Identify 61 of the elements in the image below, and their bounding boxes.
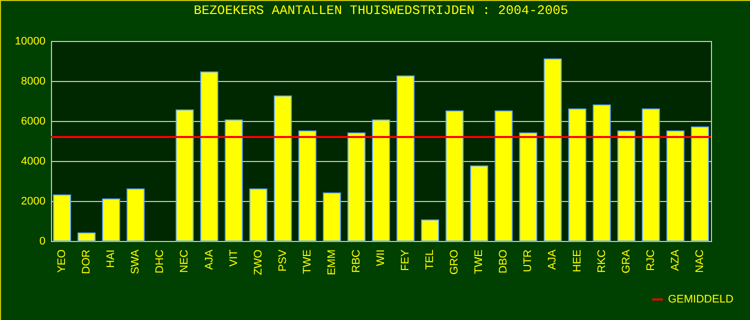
bar [690,126,709,242]
x-tick-label: WII [375,250,387,266]
bar [544,58,562,242]
x-tick-label: HAI [105,250,118,268]
bar [249,188,268,242]
bar [519,132,538,242]
bar [666,130,684,242]
legend-label: GEMIDDELD [668,294,734,306]
bar [78,232,96,242]
chart-title: BEZOEKERS AANTALLEN THUISWEDSTRIJDEN : 2004-2005 [194,3,568,18]
x-tick-label: NEC [178,249,191,273]
bar [592,104,611,242]
x-tick-label: DHC [154,249,166,274]
bar [102,198,120,242]
bar [568,108,586,242]
bar [470,166,488,242]
x-tick-label: GRO [448,249,461,275]
bar [494,110,513,242]
bar [298,130,316,242]
x-tick-label: RJC [644,249,657,271]
x-tick-label: VIT [228,249,240,267]
y-tick-label: 6000 [21,116,46,128]
bar [347,132,366,242]
x-tick-label: AJA [203,248,216,270]
bar [200,72,218,242]
x-tick-label: AZA [669,248,682,271]
x-tick-label: UTR [522,249,534,272]
x-tick-label: HEE [571,250,584,272]
bar [176,110,194,242]
x-tick-label: ZWO [252,249,264,276]
x-tick-label: PSV [276,248,289,272]
x-tick-label: AJA [546,248,559,270]
y-tick-label: 2000 [21,196,46,208]
x-tick-label: FEY [400,248,412,271]
bar [396,76,415,242]
x-tick-label: DOR [80,249,93,274]
x-tick-label: YEO [56,249,68,273]
bar [372,120,390,242]
x-tick-label: TWE [473,250,486,274]
x-tick-label: TWE [301,250,314,274]
x-tick-label: RKC [596,249,608,273]
y-tick-label: 4000 [21,156,46,168]
bar [274,96,292,242]
bar [53,194,72,242]
bar [126,188,145,242]
y-tick-label: 10000 [14,36,46,48]
bar [224,120,243,242]
y-tick-label: 8000 [21,76,46,88]
x-tick-label: TEL [424,250,436,270]
x-tick-label: GRA [620,248,632,274]
x-tick-label: DBO [498,249,510,274]
x-tick-label: SWA [130,248,142,274]
x-tick-label: EMM [326,250,338,276]
bar [446,110,464,242]
bar [322,192,341,242]
bar [617,130,636,242]
bar [642,108,660,242]
bar [421,220,440,242]
x-tick-label: RBC [350,249,362,273]
x-tick-label: NAC [694,249,706,273]
y-tick-label: 0 [39,236,46,248]
